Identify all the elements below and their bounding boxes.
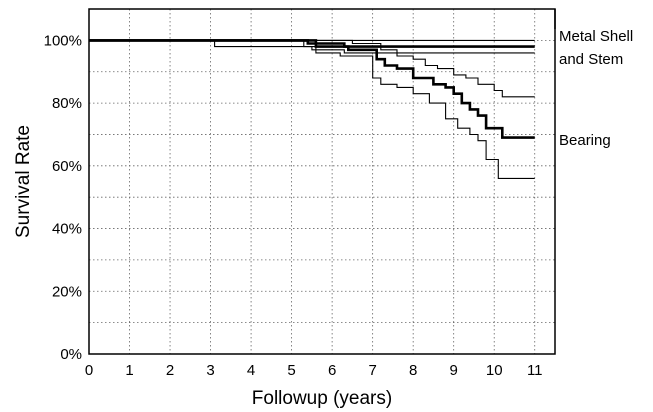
y-axis-title: Survival Rate <box>13 125 34 238</box>
x-tick-label: 6 <box>328 362 336 379</box>
series-line-5 <box>89 39 535 179</box>
y-tick-labels: 0% 20% 40% 60% 80% 100% <box>44 32 82 363</box>
y-tick-label: 40% <box>52 221 82 238</box>
x-tick-labels: 0 1 2 3 4 5 6 7 8 9 10 11 <box>85 362 543 379</box>
y-tick-label: 60% <box>52 158 82 175</box>
x-tick-label: 10 <box>486 362 503 379</box>
x-tick-label: 5 <box>287 362 295 379</box>
plot-frame <box>88 8 556 355</box>
x-tick-label: 11 <box>527 362 543 379</box>
annotation-bearing: Bearing <box>559 132 611 149</box>
x-tick-label: 3 <box>206 362 214 379</box>
series-line-4 <box>89 39 535 98</box>
annotation-and-stem: and Stem <box>559 51 623 68</box>
y-tick-label: 100% <box>44 32 82 49</box>
x-tick-label: 4 <box>247 362 255 379</box>
y-tick-label: 0% <box>60 346 82 363</box>
grid-lines <box>89 9 555 354</box>
x-tick-label: 7 <box>368 362 376 379</box>
x-tick-label: 0 <box>85 362 93 379</box>
series-lines <box>89 9 556 179</box>
annotation-metal-shell: Metal Shell <box>559 28 633 45</box>
y-tick-label: 20% <box>52 283 82 300</box>
x-axis-title: Followup (years) <box>252 388 392 409</box>
x-tick-label: 1 <box>125 362 133 379</box>
x-tick-label: 9 <box>450 362 458 379</box>
x-tick-label: 8 <box>409 362 417 379</box>
series-line-3 <box>89 39 535 139</box>
x-tick-label: 2 <box>166 362 174 379</box>
y-tick-label: 80% <box>52 95 82 112</box>
